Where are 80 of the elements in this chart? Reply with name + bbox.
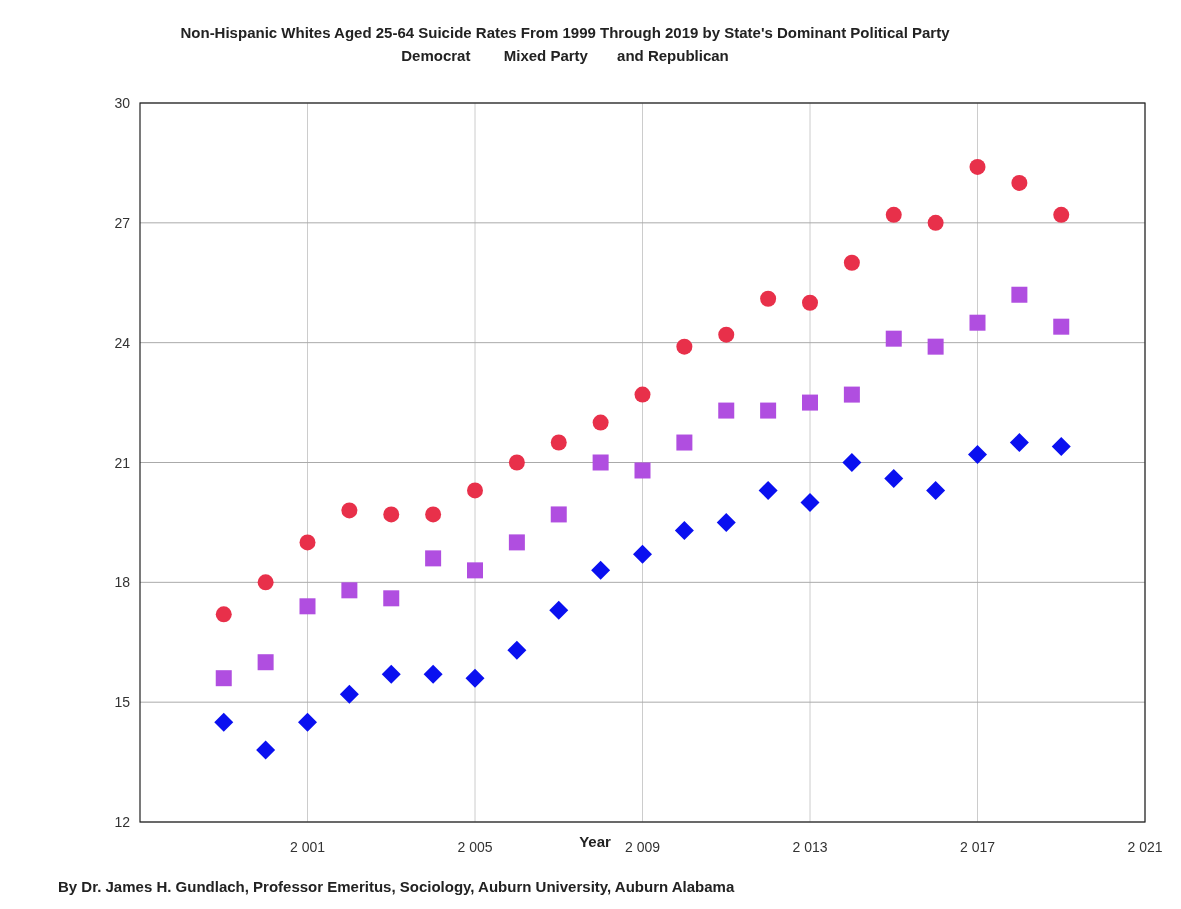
point bbox=[592, 454, 609, 471]
point bbox=[802, 394, 818, 411]
point bbox=[927, 214, 944, 231]
point bbox=[550, 434, 567, 451]
point bbox=[215, 670, 232, 687]
point bbox=[423, 664, 443, 684]
point bbox=[508, 454, 525, 471]
point bbox=[885, 330, 902, 347]
chart-subtitle: Democrat Mixed Party and Republican bbox=[401, 47, 729, 64]
text: By Dr. James H. Gundlach, Professor Emeritus, Sociology, Auburn University, Auburn Alabama bbox=[58, 878, 735, 895]
point bbox=[467, 562, 483, 579]
x-axis-title: Year bbox=[579, 833, 612, 850]
point bbox=[381, 664, 401, 684]
y-tick-label: 27 bbox=[114, 214, 131, 231]
point bbox=[927, 338, 944, 355]
point bbox=[716, 512, 736, 532]
point bbox=[760, 402, 777, 419]
y-tick-label: 24 bbox=[114, 334, 131, 351]
point bbox=[507, 640, 527, 660]
point bbox=[215, 606, 232, 623]
point bbox=[550, 506, 567, 523]
point bbox=[718, 326, 735, 343]
chart-title: Non-Hispanic Whites Aged 25-64 Suicide Rates From 1999 Through 2019 by State's Dominant Political Party bbox=[180, 24, 951, 41]
y-tick-label: 15 bbox=[114, 694, 131, 711]
x-tick-label: 2 005 bbox=[457, 839, 493, 855]
point bbox=[674, 520, 694, 540]
point bbox=[885, 206, 902, 223]
point bbox=[1009, 433, 1029, 453]
point bbox=[884, 468, 904, 488]
point bbox=[256, 740, 276, 760]
point bbox=[969, 158, 986, 175]
point bbox=[1051, 437, 1071, 457]
point bbox=[341, 582, 358, 599]
point bbox=[843, 254, 860, 271]
x-tick-label: 2 013 bbox=[792, 839, 828, 855]
point bbox=[760, 290, 777, 307]
point bbox=[1053, 318, 1070, 335]
point bbox=[425, 506, 442, 523]
point bbox=[718, 402, 735, 419]
point bbox=[592, 414, 609, 431]
point bbox=[257, 574, 274, 591]
point bbox=[339, 684, 359, 704]
point bbox=[634, 462, 651, 479]
point bbox=[383, 506, 400, 523]
y-tick-label: 30 bbox=[114, 95, 131, 111]
point bbox=[634, 386, 651, 403]
point bbox=[299, 534, 316, 551]
point bbox=[926, 480, 946, 500]
x-tick-label: 2 017 bbox=[959, 839, 996, 855]
point bbox=[508, 534, 525, 551]
point bbox=[383, 590, 400, 607]
point bbox=[633, 544, 652, 564]
point bbox=[425, 550, 442, 567]
point bbox=[676, 338, 693, 355]
point bbox=[969, 314, 986, 331]
point bbox=[758, 480, 778, 500]
point bbox=[549, 600, 569, 620]
point bbox=[465, 668, 485, 688]
x-tick-label: 2 009 bbox=[624, 839, 661, 855]
point bbox=[968, 445, 987, 465]
point bbox=[676, 434, 693, 451]
y-tick-label: 12 bbox=[114, 814, 131, 830]
point bbox=[298, 712, 317, 732]
point bbox=[467, 482, 483, 499]
point bbox=[257, 654, 274, 671]
point bbox=[843, 386, 860, 403]
point bbox=[800, 492, 820, 512]
point bbox=[591, 560, 611, 580]
point bbox=[1011, 174, 1028, 191]
point bbox=[842, 453, 862, 472]
x-tick-label: 2 021 bbox=[1127, 839, 1163, 855]
x-tick-label: 2 001 bbox=[289, 839, 326, 855]
point bbox=[214, 712, 234, 732]
point bbox=[299, 598, 316, 615]
y-tick-label: 21 bbox=[114, 454, 131, 471]
point bbox=[341, 502, 358, 519]
y-tick-label: 18 bbox=[114, 574, 131, 591]
point bbox=[1011, 286, 1028, 303]
point bbox=[802, 294, 818, 311]
point bbox=[1053, 206, 1070, 223]
